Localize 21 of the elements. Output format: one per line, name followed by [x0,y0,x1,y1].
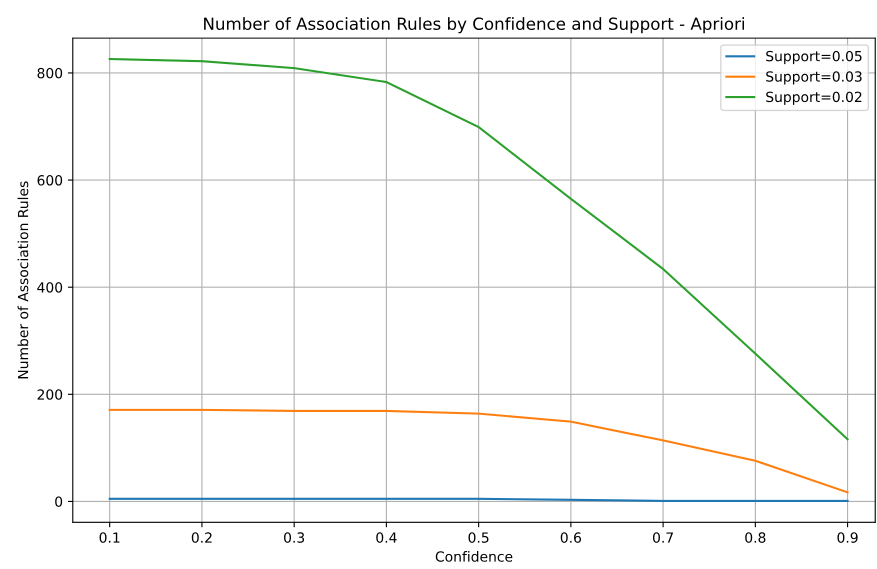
legend-label: Support=0.03 [766,71,862,84]
x-tick-label: 0.7 [652,532,673,543]
y-tick-label: 400 [37,282,62,293]
chart-title: Number of Association Rules by Confidence and Support - Apriori [204,17,744,34]
legend-label: Support=0.05 [766,50,862,64]
y-axis-title: Number of Association Rules [18,181,28,378]
y-tick-label: 0 [55,496,62,507]
x-tick-label: 0.9 [837,532,858,543]
legend-label: Support=0.02 [766,92,862,105]
x-tick-label: 0.6 [560,532,582,543]
x-tick-label: 0.5 [468,532,488,543]
x-tick-label: 0.8 [745,532,766,543]
x-tick-label: 0.1 [100,532,120,543]
y-tick-label: 200 [38,389,62,400]
x-axis-title: Confidence [436,551,512,562]
x-tick-label: 0.4 [376,532,397,543]
line-series [108,408,849,494]
x-tick-label: 0.3 [284,532,304,543]
y-tick-label: 800 [38,68,62,78]
x-tick-label: 0.2 [192,532,212,543]
y-tick-label: 600 [38,175,62,186]
